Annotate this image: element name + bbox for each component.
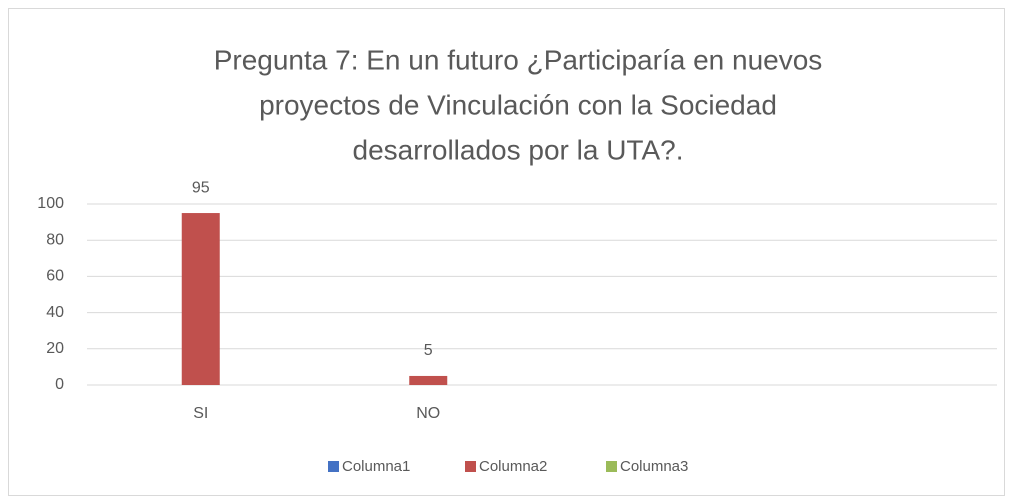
y-tick-label: 40 [46,304,64,321]
chart-title: desarrollados por la UTA?. [353,134,684,165]
bar [181,213,220,385]
legend-label: Columna1 [342,458,410,475]
chart-title: proyectos de Vinculación con la Sociedad [259,89,777,120]
y-tick-label: 80 [46,231,64,248]
y-tick-label: 60 [46,268,64,285]
legend-swatch [465,461,476,472]
x-tick-label: SI [193,405,208,422]
y-tick-label: 20 [46,340,64,357]
legend-label: Columna2 [479,458,547,475]
y-tick-label: 100 [37,195,64,212]
legend-swatch [606,461,617,472]
data-label: 95 [192,179,210,196]
bar [409,375,448,385]
y-tick-label: 0 [55,376,64,393]
legend-swatch [328,461,339,472]
legend-label: Columna3 [620,458,688,475]
chart-frame [8,8,1005,496]
x-tick-label: NO [416,405,440,422]
data-label: 5 [424,342,433,359]
chart-title: Pregunta 7: En un futuro ¿Participaría e… [214,44,823,75]
